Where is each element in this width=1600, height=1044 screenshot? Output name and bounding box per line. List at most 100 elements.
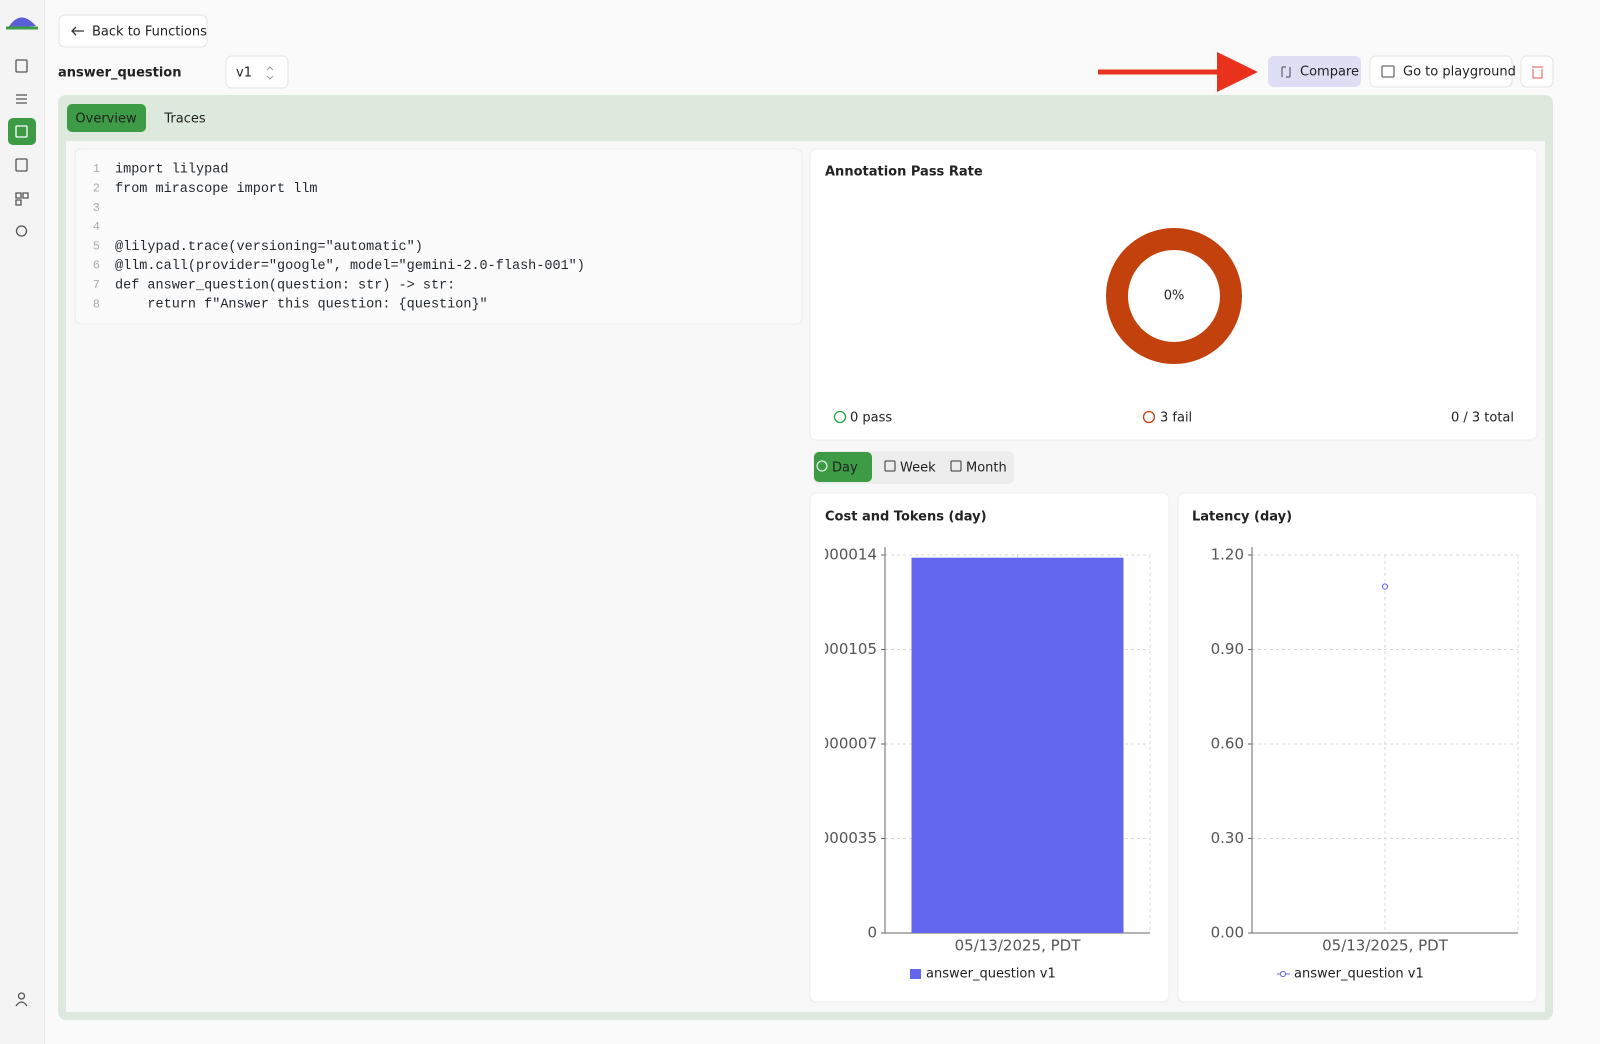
code-line: import lilypad xyxy=(115,163,228,178)
nav-icon xyxy=(15,125,28,138)
nav-icons xyxy=(8,59,36,1007)
button-bg xyxy=(58,14,208,48)
legend-marker xyxy=(1279,970,1287,978)
pie-chart: Annotation Pass Rate 0% 0 pass 3 fail 0 / 3 … xyxy=(825,165,1514,426)
nav-icon[interactable] xyxy=(15,158,28,172)
y-tick-label: 0.000007 xyxy=(805,735,877,753)
version-label: v1 xyxy=(236,66,252,81)
playground-icon xyxy=(1381,65,1395,78)
compare-label: Compare xyxy=(1300,65,1359,80)
nav-icon[interactable] xyxy=(16,94,27,104)
y-tick-label: 0 xyxy=(867,924,877,942)
playground-label: Go to playground xyxy=(1403,65,1516,80)
legend-label: 3 fail xyxy=(1160,411,1192,426)
line-number: 3 xyxy=(93,201,100,215)
tab-label[interactable]: Traces xyxy=(163,112,205,127)
period-icon xyxy=(950,460,962,472)
legend-label: 0 pass xyxy=(850,411,892,426)
code-block: 1 import lilypad 2 from mirascope import ll… xyxy=(93,162,585,312)
y-tick-labels: 0.00 0.30 0.60 0.90 1.20 xyxy=(1211,546,1244,942)
sidebar xyxy=(0,0,44,1044)
compare-icon xyxy=(1281,66,1291,78)
user-icon xyxy=(15,1001,28,1007)
x-tick-label: 05/13/2025, PDT xyxy=(1322,937,1449,955)
y-tick-label: 0.30 xyxy=(1211,829,1244,847)
y-tick-labels: 0 0.0000035 0.000007 0.0000105 0.000014 xyxy=(796,546,877,942)
tab-active-bg xyxy=(67,104,146,132)
playground-button[interactable]: Go to playground xyxy=(1369,55,1516,88)
period-option[interactable]: Day xyxy=(814,452,872,482)
back-label: Back to Functions xyxy=(92,25,207,40)
arrow-icon xyxy=(71,26,84,36)
code-line: return f"Answer this question: {question… xyxy=(115,298,488,313)
legend-label: answer_question v1 xyxy=(1294,967,1424,982)
y-tick-label: 0.00 xyxy=(1211,924,1244,942)
compare-button[interactable]: Compare xyxy=(1268,56,1361,87)
period-active-bg xyxy=(814,452,872,482)
line-number: 7 xyxy=(93,278,100,292)
select-bg xyxy=(225,55,289,89)
period-label: Week xyxy=(900,461,936,476)
version-select[interactable]: v1 xyxy=(225,55,289,89)
back-button[interactable]: Back to Functions xyxy=(58,14,208,48)
line-number: 4 xyxy=(93,220,100,234)
x-tick-label: 05/13/2025, PDT xyxy=(955,937,1082,955)
period-icon xyxy=(884,460,896,472)
center-label: 0% xyxy=(1164,289,1185,304)
tab-label: Overview xyxy=(75,112,137,127)
line-number: 1 xyxy=(93,162,100,176)
nav-icon[interactable] xyxy=(15,192,29,206)
donut-segment xyxy=(1106,228,1242,365)
code-card xyxy=(74,148,803,325)
y-tick-label: 1.20 xyxy=(1211,546,1244,564)
button-bg xyxy=(1369,55,1513,88)
line-number: 5 xyxy=(93,239,100,253)
logo[interactable] xyxy=(8,17,36,28)
period-option[interactable]: Month xyxy=(950,460,1007,476)
line-chart: Latency (day) 0.00 0.30 0.60 0.90 1.20 05/13/2… xyxy=(1192,510,1519,982)
function-title: answer_question xyxy=(58,66,181,81)
code-line: @llm.call(provider="google", model="gemi… xyxy=(115,259,585,274)
y-tick-label: 0.000014 xyxy=(805,546,877,564)
total-label: 0 / 3 total xyxy=(1451,411,1514,426)
legend-swatch xyxy=(910,969,921,979)
chart-title: Latency (day) xyxy=(1192,510,1292,525)
period-options: Day Week Month xyxy=(814,452,1007,482)
latency-card xyxy=(1177,492,1538,1003)
legend-label: answer_question v1 xyxy=(926,967,1056,982)
user-icon[interactable] xyxy=(17,992,26,1000)
chart-title: Cost and Tokens (day) xyxy=(825,510,987,525)
bar-chart: Cost and Tokens (day)00.00000350.0000070… xyxy=(796,510,1151,982)
chart-title: Annotation Pass Rate xyxy=(825,165,983,180)
nav-icon[interactable] xyxy=(15,225,28,237)
line-number: 6 xyxy=(93,259,100,273)
bar xyxy=(911,557,1124,933)
annotation-arrowhead xyxy=(1217,52,1258,92)
chevrons xyxy=(266,66,274,80)
period-option[interactable]: Week xyxy=(884,460,936,476)
button-bg xyxy=(1520,55,1554,88)
tab-overview[interactable]: Overview xyxy=(67,104,146,132)
legend-icon xyxy=(833,410,847,424)
code-line: from mirascope import llm xyxy=(115,182,318,197)
period-label: Month xyxy=(966,461,1007,476)
y-tick-label: 0.0000035 xyxy=(796,829,877,847)
pass-rate-card xyxy=(809,148,1538,441)
line-number: 8 xyxy=(93,297,100,311)
period-icon xyxy=(816,460,828,472)
y-tick-label: 0.90 xyxy=(1211,640,1244,658)
line-number: 2 xyxy=(93,181,100,195)
legend-icon xyxy=(1142,410,1156,424)
nav-icon[interactable] xyxy=(15,59,28,73)
y-tick-label: 0.0000105 xyxy=(796,640,877,658)
button-bg xyxy=(1268,56,1361,87)
y-tick-label: 0.60 xyxy=(1211,735,1244,753)
trash-icon xyxy=(1532,66,1543,79)
point xyxy=(1381,583,1389,590)
period-label: Day xyxy=(832,461,858,476)
code-line: def answer_question(question: str) -> st… xyxy=(115,278,455,293)
code-line: @lilypad.trace(versioning="automatic") xyxy=(115,240,423,255)
delete-button[interactable] xyxy=(1520,55,1554,88)
nav-active[interactable] xyxy=(8,118,36,145)
